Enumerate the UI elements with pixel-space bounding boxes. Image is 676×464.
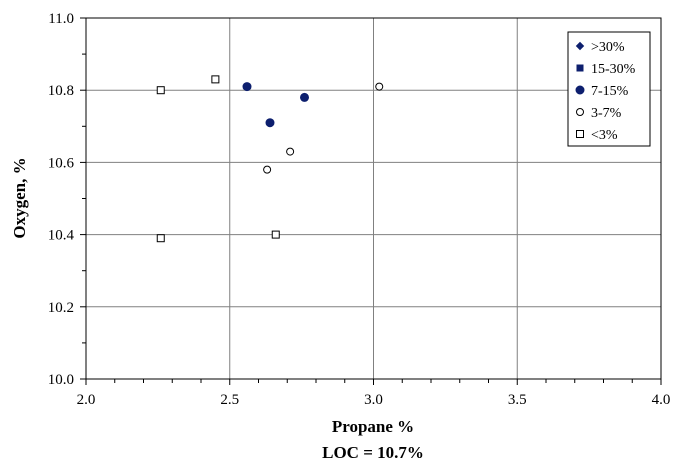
x-tick-label: 4.0 bbox=[652, 392, 671, 408]
y-tick-label: 10.6 bbox=[48, 155, 75, 171]
grid-layer bbox=[86, 18, 661, 379]
axis-layer: 2.0 2.5 3.0 3.5 4.0 10.0 10.2 10.4 10.6 10.8 11.0 bbox=[48, 11, 671, 408]
data-point bbox=[271, 230, 280, 239]
y-tick-label: 10.0 bbox=[48, 372, 74, 388]
data-point bbox=[156, 234, 165, 243]
legend-label: >30% bbox=[591, 40, 625, 55]
point-layer bbox=[156, 75, 384, 243]
x-tick-label: 2.0 bbox=[77, 392, 96, 408]
legend-marker bbox=[576, 108, 584, 116]
data-point bbox=[156, 86, 165, 95]
y-tick-label: 10.8 bbox=[48, 83, 74, 99]
data-point bbox=[375, 82, 384, 91]
data-point bbox=[265, 118, 275, 128]
data-point bbox=[286, 147, 295, 156]
legend-marker bbox=[575, 85, 585, 95]
x-tick-label: 3.0 bbox=[364, 392, 383, 408]
legend-marker bbox=[576, 64, 584, 72]
legend: >30% 15-30% 7-15% 3-7% <3% bbox=[567, 31, 651, 147]
loc-annotation: LOC = 10.7% bbox=[322, 443, 424, 462]
data-point bbox=[300, 92, 309, 102]
x-tick-label: 2.5 bbox=[220, 392, 239, 408]
legend-label: 3-7% bbox=[591, 106, 622, 121]
legend-marker bbox=[576, 130, 584, 138]
legend-marker bbox=[575, 41, 585, 51]
y-axis-title: Oxygen, % bbox=[10, 157, 29, 238]
y-tick-label: 10.2 bbox=[48, 300, 74, 316]
legend-label: <3% bbox=[591, 128, 618, 143]
legend-label: 15-30% bbox=[591, 62, 636, 77]
y-tick-label: 11.0 bbox=[48, 11, 74, 27]
data-point bbox=[211, 75, 220, 84]
x-axis-title: Propane % bbox=[332, 417, 414, 436]
data-point bbox=[242, 82, 252, 92]
legend-label: 7-15% bbox=[591, 84, 629, 99]
y-tick-label: 10.4 bbox=[48, 228, 75, 244]
x-tick-label: 3.5 bbox=[508, 392, 527, 408]
data-point bbox=[263, 165, 272, 174]
